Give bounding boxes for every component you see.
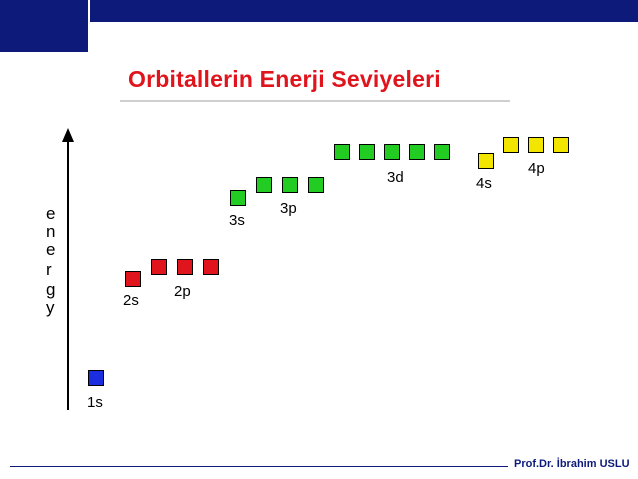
- orbital-box: [308, 177, 324, 193]
- orbital-box: [256, 177, 272, 193]
- orbital-box: [528, 137, 544, 153]
- orbital-label: 3p: [280, 200, 297, 217]
- orbital-box: [478, 153, 494, 169]
- orbital-label: 4s: [476, 175, 492, 192]
- slide-title: Orbitallerin Enerji Seviyeleri: [128, 66, 441, 92]
- axis-letter: e: [46, 240, 56, 259]
- orbital-box: [434, 144, 450, 160]
- header-bar: [90, 0, 638, 22]
- axis-letter: g: [46, 280, 56, 299]
- orbital-box: [151, 259, 167, 275]
- energy-axis: [67, 140, 69, 410]
- title-underline: [120, 100, 510, 102]
- footer-line: [10, 466, 508, 467]
- orbital-label: 3d: [387, 169, 404, 186]
- axis-letter: r: [46, 260, 52, 279]
- orbital-label: 3s: [229, 212, 245, 229]
- energy-axis-arrow: [62, 128, 74, 142]
- orbital-label: 2s: [123, 292, 139, 309]
- orbital-box: [125, 271, 141, 287]
- orbital-box: [88, 370, 104, 386]
- orbital-box: [553, 137, 569, 153]
- orbital-box: [282, 177, 298, 193]
- header-block: [0, 0, 88, 52]
- orbital-box: [177, 259, 193, 275]
- orbital-box: [230, 190, 246, 206]
- orbital-box: [384, 144, 400, 160]
- orbital-box: [409, 144, 425, 160]
- orbital-box: [359, 144, 375, 160]
- orbital-box: [203, 259, 219, 275]
- footer-author: Prof.Dr. İbrahim USLU: [514, 458, 630, 470]
- axis-letter: y: [46, 298, 55, 317]
- orbital-label: 1s: [87, 394, 103, 411]
- orbital-box: [334, 144, 350, 160]
- axis-letter: n: [46, 222, 56, 241]
- orbital-box: [503, 137, 519, 153]
- orbital-label: 2p: [174, 283, 191, 300]
- axis-letter: e: [46, 204, 56, 223]
- orbital-label: 4p: [528, 160, 545, 177]
